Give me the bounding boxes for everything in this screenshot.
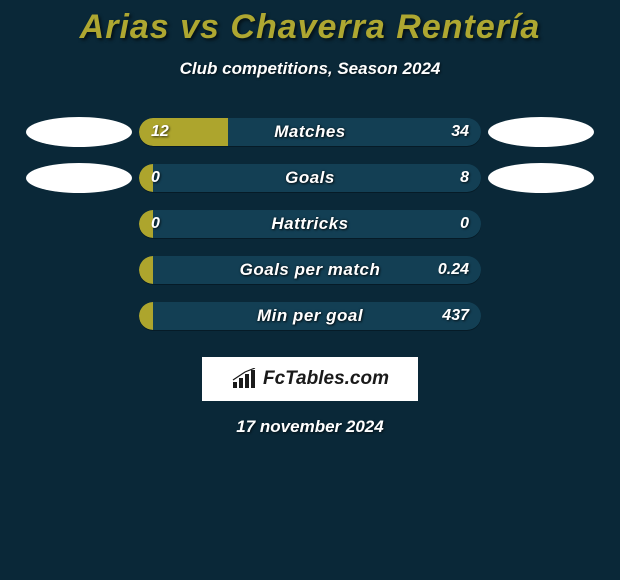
stat-bar: Min per goal437 [139, 302, 481, 330]
player-ellipse-right [488, 117, 594, 147]
stat-bar: 0Hattricks0 [139, 210, 481, 238]
watermark-text: FcTables.com [263, 368, 389, 390]
stat-row: Min per goal437 [0, 293, 620, 339]
right-side [481, 163, 601, 193]
stat-rows: 12Matches340Goals80Hattricks0Goals per m… [0, 109, 620, 339]
stat-value-right: 34 [451, 123, 469, 141]
stat-label: Hattricks [139, 214, 481, 234]
stat-value-right: 0 [460, 215, 469, 233]
right-side [481, 117, 601, 147]
stat-bar: 12Matches34 [139, 118, 481, 146]
player-ellipse-right [488, 163, 594, 193]
watermark-badge: FcTables.com [202, 357, 418, 401]
stat-label: Min per goal [139, 306, 481, 326]
stat-bar: 0Goals8 [139, 164, 481, 192]
stat-row: 0Hattricks0 [0, 201, 620, 247]
stat-row: Goals per match0.24 [0, 247, 620, 293]
stat-value-right: 437 [442, 307, 469, 325]
stat-row: 0Goals8 [0, 155, 620, 201]
left-side [19, 163, 139, 193]
stat-value-right: 8 [460, 169, 469, 187]
stat-row: 12Matches34 [0, 109, 620, 155]
subtitle: Club competitions, Season 2024 [0, 59, 620, 79]
bars-chart-icon [231, 368, 257, 390]
stat-label: Goals [139, 168, 481, 188]
left-side [19, 117, 139, 147]
date-text: 17 november 2024 [0, 417, 620, 437]
stat-label: Matches [139, 122, 481, 142]
player-ellipse-left [26, 163, 132, 193]
player-ellipse-left [26, 117, 132, 147]
stat-label: Goals per match [139, 260, 481, 280]
page-title: Arias vs Chaverra Rentería [0, 8, 620, 47]
stat-bar: Goals per match0.24 [139, 256, 481, 284]
stat-value-right: 0.24 [438, 261, 469, 279]
comparison-infographic: Arias vs Chaverra Rentería Club competit… [0, 0, 620, 437]
